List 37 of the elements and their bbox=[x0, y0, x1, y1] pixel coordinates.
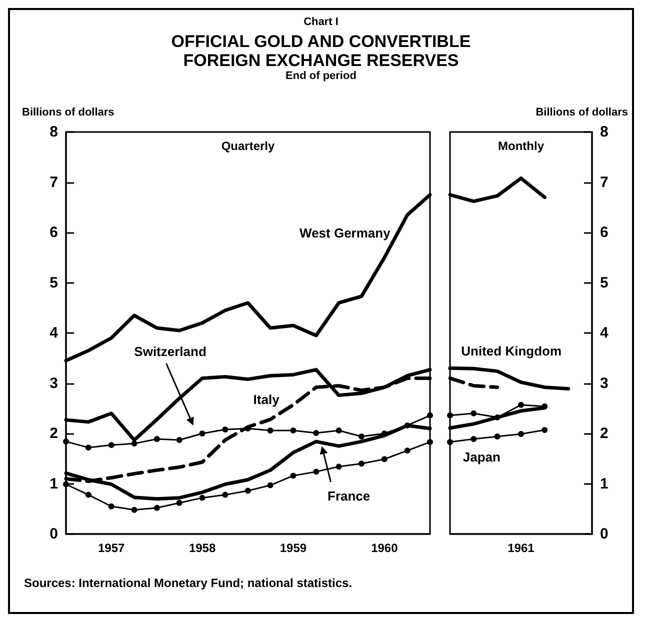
y-tick-label: 6 bbox=[600, 224, 608, 241]
y-tick-label: 3 bbox=[50, 374, 58, 392]
y-tick-label: 5 bbox=[50, 274, 58, 292]
x-tick-label: 1960 bbox=[371, 541, 398, 555]
y-tick-label: 8 bbox=[600, 124, 608, 140]
y-axis-title: Billions of dollars bbox=[22, 106, 114, 118]
y-tick-label: 0 bbox=[50, 526, 58, 542]
y-tick-label: 7 bbox=[600, 174, 608, 191]
series-label: United Kingdom bbox=[461, 344, 562, 359]
y-tick-label: 1 bbox=[50, 475, 58, 492]
y-tick-label: 2 bbox=[50, 425, 58, 442]
series-label: West Germany bbox=[300, 225, 392, 240]
series-label: Italy bbox=[253, 392, 280, 407]
y-tick-label: 3 bbox=[600, 374, 608, 392]
y-tick-label: 6 bbox=[50, 224, 58, 241]
series-label: Japan bbox=[462, 450, 501, 465]
annotation: Quarterly bbox=[221, 139, 275, 153]
y-tick-label: 4 bbox=[50, 324, 59, 342]
y-tick-label: 0 bbox=[600, 526, 608, 542]
x-tick-label: 1959 bbox=[280, 541, 307, 555]
y-tick-label: 5 bbox=[600, 274, 608, 292]
annotation: Monthly bbox=[498, 139, 544, 153]
y-tick-label: 7 bbox=[50, 174, 58, 191]
x-tick-label: 1958 bbox=[188, 541, 216, 555]
chart-title: OFFICIAL GOLD AND CONVERTIBLE FOREIGN EXCHANGE RESERVES bbox=[170, 32, 472, 70]
y-tick-label: 1 bbox=[600, 475, 608, 492]
text: Switzerland bbox=[134, 344, 206, 359]
legend-label: France bbox=[327, 488, 370, 504]
text: Chart I bbox=[302, 16, 340, 28]
chart-subtitle: End of period bbox=[284, 70, 358, 82]
y-tick-label: 8 bbox=[50, 124, 58, 140]
x-tick-label: 1957 bbox=[98, 541, 126, 555]
y-tick-label: 4 bbox=[600, 324, 609, 342]
source-note: Sources: International Monetary Fund; national statistics. bbox=[24, 576, 352, 590]
y-tick-label: 2 bbox=[600, 425, 608, 442]
y-axis-title: Billions of dollars bbox=[536, 106, 628, 118]
x-tick-label: 1961 bbox=[508, 541, 535, 555]
